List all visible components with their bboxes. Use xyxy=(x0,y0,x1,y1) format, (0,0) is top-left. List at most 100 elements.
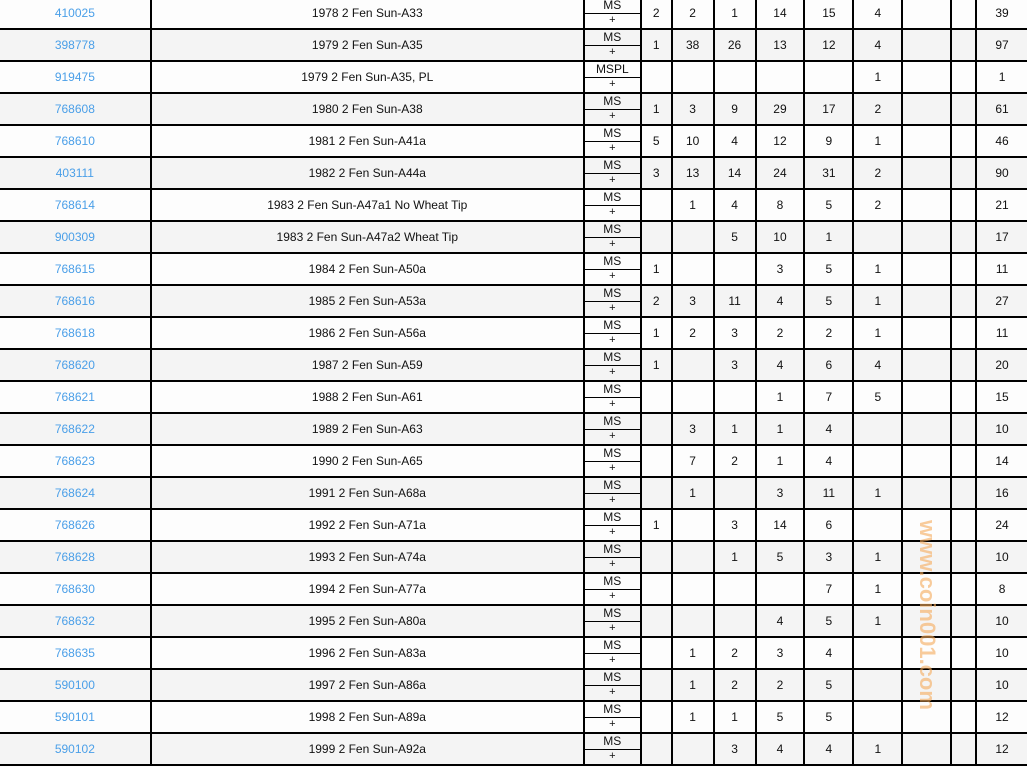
grade-count-cell xyxy=(903,510,953,540)
grade-count-cell xyxy=(642,446,673,476)
coin-description: 1997 2 Fen Sun-A86a xyxy=(149,670,585,700)
grade-count-cell xyxy=(952,702,978,732)
grade-label: MS xyxy=(584,670,640,686)
total-count-cell: 14 xyxy=(995,454,1009,468)
grade-plus-label: + xyxy=(609,334,616,347)
total-count-cell: 8 xyxy=(998,582,1006,596)
grade-count-cell: 8 xyxy=(757,190,806,220)
cert-id-link[interactable]: 768608 xyxy=(54,102,95,116)
grade-count-cell xyxy=(903,606,953,636)
grade-count-cell: 11 xyxy=(715,286,757,316)
cert-id-link[interactable]: 768620 xyxy=(54,358,95,372)
cert-id-link[interactable]: 590101 xyxy=(54,710,95,724)
total-count-cell: 15 xyxy=(995,390,1009,404)
watermark: www.coin001.com xyxy=(915,520,940,710)
cert-id-link[interactable]: 768628 xyxy=(54,550,95,564)
table-row: 768624 1991 2 Fen Sun-A68a MS +1 3 11 1 16 xyxy=(0,478,1027,510)
grade-count-cell: 1 xyxy=(715,702,757,732)
grade-count-cell xyxy=(854,638,904,668)
grade-count-cell: 1 xyxy=(642,94,673,124)
cert-id-link[interactable]: 768622 xyxy=(54,422,95,436)
coin-description: 1983 2 Fen Sun-A47a2 Wheat Tip xyxy=(149,222,585,252)
cert-id-link[interactable]: 768626 xyxy=(54,518,95,532)
cert-id-link[interactable]: 768616 xyxy=(54,294,95,308)
cert-id-link[interactable]: 410025 xyxy=(54,6,95,20)
grade-count-cell xyxy=(903,382,953,412)
cert-id-link[interactable]: 768630 xyxy=(54,582,95,596)
grade-count-cell xyxy=(952,446,978,476)
table-row: 410025 1978 2 Fen Sun-A33 MS +2 2 1 14 15 4 39 xyxy=(0,0,1027,30)
grade-count-cell: 17 xyxy=(805,94,855,124)
coin-description: 1987 2 Fen Sun-A59 xyxy=(149,350,585,380)
cert-id-link[interactable]: 398778 xyxy=(54,38,95,52)
grade-count-cell xyxy=(952,30,978,60)
grade-count-cell xyxy=(854,670,904,700)
total-count-cell: 1 xyxy=(998,70,1006,84)
grade-count-cell xyxy=(642,414,673,444)
grade-count-cell: 1 xyxy=(642,318,673,348)
coin-description: 1990 2 Fen Sun-A65 xyxy=(149,446,585,476)
grade-count-cell: 5 xyxy=(805,702,855,732)
grade-count-cell: 2 xyxy=(715,446,757,476)
cert-id-link[interactable]: 403111 xyxy=(55,166,94,180)
grade-count-cell: 6 xyxy=(805,510,855,540)
grade-count-cell xyxy=(642,702,673,732)
grade-count-cell xyxy=(952,190,978,220)
grade-count-cell: 14 xyxy=(715,158,757,188)
grade-count-cell: 1 xyxy=(757,414,806,444)
grade-count-cell xyxy=(854,446,904,476)
grade-count-cell xyxy=(854,222,904,252)
grade-count-cell: 1 xyxy=(854,606,904,636)
coin-description: 1979 2 Fen Sun-A35, PL xyxy=(149,62,585,92)
grade-label: MS xyxy=(584,414,640,430)
grade-count-cell xyxy=(903,734,953,764)
cert-id-link[interactable]: 768624 xyxy=(54,486,95,500)
coin-description: 1996 2 Fen Sun-A83a xyxy=(149,638,585,668)
grade-count-cell: 5 xyxy=(805,254,855,284)
grade-count-cell xyxy=(903,414,953,444)
grade-cell: MS + xyxy=(584,318,642,348)
grade-count-cell xyxy=(854,510,904,540)
grade-plus-label: + xyxy=(609,366,616,379)
cert-id-link[interactable]: 768610 xyxy=(54,134,95,148)
coin-description: 1994 2 Fen Sun-A77a xyxy=(149,574,585,604)
grade-count-cell: 1 xyxy=(805,222,855,252)
total-count-cell: 39 xyxy=(995,6,1009,20)
grade-count-cell xyxy=(642,542,673,572)
total-count-cell: 10 xyxy=(995,614,1009,628)
grade-cell: MS + xyxy=(584,478,642,508)
cert-id-link[interactable]: 768632 xyxy=(54,614,95,628)
cert-id-link[interactable]: 768615 xyxy=(54,262,95,276)
grade-cell: MS + xyxy=(584,734,642,764)
grade-plus-label: + xyxy=(609,462,616,475)
cert-id-link[interactable]: 900309 xyxy=(54,230,95,244)
table-row: 590101 1998 2 Fen Sun-A89a MS +1 1 5 5 12 xyxy=(0,702,1027,734)
table-row: 768618 1986 2 Fen Sun-A56a MS +1 2 3 2 2 1 11 xyxy=(0,318,1027,350)
cert-id-link[interactable]: 768635 xyxy=(54,646,95,660)
cert-id-link[interactable]: 590102 xyxy=(54,742,95,756)
coin-description: 1998 2 Fen Sun-A89a xyxy=(149,702,585,732)
grade-label: MS xyxy=(584,318,640,334)
grade-label: MS xyxy=(584,222,640,238)
grade-cell: MS + xyxy=(584,158,642,188)
grade-count-cell: 2 xyxy=(673,0,715,28)
cert-id-link[interactable]: 590100 xyxy=(54,678,95,692)
grade-count-cell: 12 xyxy=(757,126,806,156)
cert-id-link[interactable]: 768614 xyxy=(54,198,95,212)
cert-id-link[interactable]: 768618 xyxy=(54,326,95,340)
grade-count-cell: 4 xyxy=(757,350,806,380)
total-count-cell: 10 xyxy=(995,646,1009,660)
table-row: 768620 1987 2 Fen Sun-A59 MS +1 3 4 6 4 20 xyxy=(0,350,1027,382)
grade-count-cell xyxy=(642,606,673,636)
cert-id-link[interactable]: 768623 xyxy=(54,454,95,468)
grade-count-cell: 7 xyxy=(805,574,855,604)
grade-cell: MS + xyxy=(584,670,642,700)
grade-count-cell xyxy=(952,638,978,668)
grade-count-cell xyxy=(805,62,855,92)
grade-count-cell xyxy=(903,158,953,188)
cert-id-link[interactable]: 768621 xyxy=(54,390,95,404)
grade-count-cell xyxy=(642,734,673,764)
table-row: 768635 1996 2 Fen Sun-A83a MS +1 2 3 4 10 xyxy=(0,638,1027,670)
cert-id-link[interactable]: 919475 xyxy=(54,70,95,84)
grade-count-cell xyxy=(952,62,978,92)
